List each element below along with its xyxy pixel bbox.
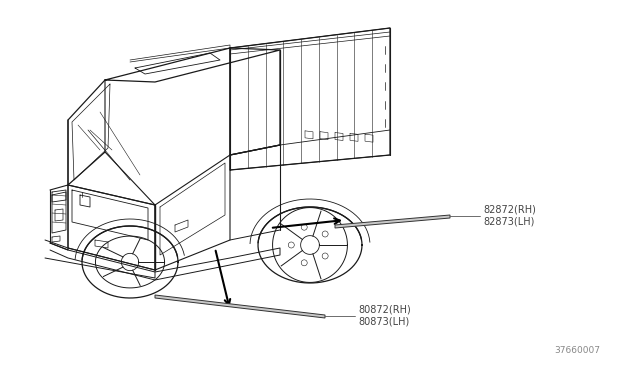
Text: 80873(LH): 80873(LH) (358, 316, 409, 326)
Text: 82873(LH): 82873(LH) (483, 216, 534, 226)
Text: 82872(RH): 82872(RH) (483, 205, 536, 215)
Polygon shape (335, 215, 450, 228)
Polygon shape (155, 295, 325, 318)
Text: 80872(RH): 80872(RH) (358, 305, 411, 315)
Text: 37660007: 37660007 (554, 346, 600, 355)
